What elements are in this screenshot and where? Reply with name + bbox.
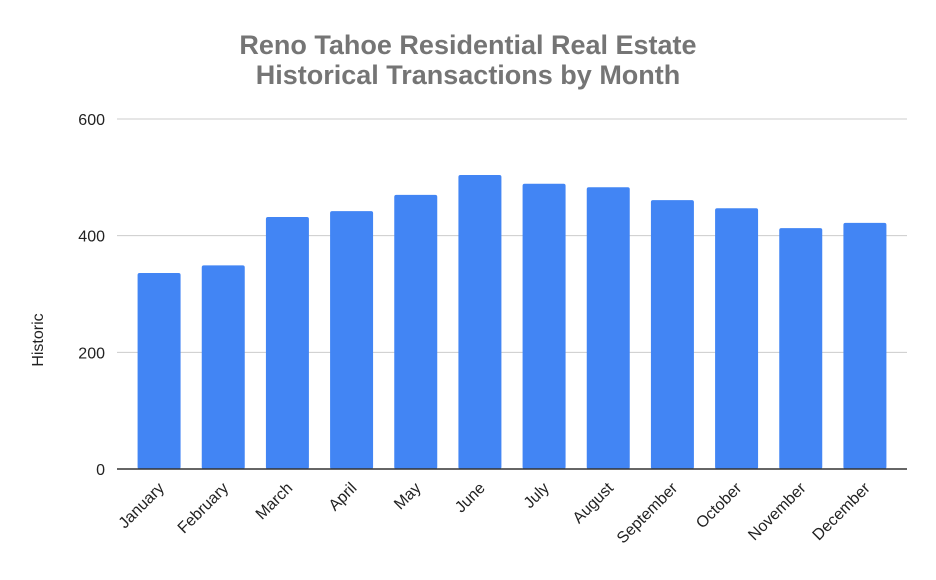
x-tick-label: September [614, 479, 682, 547]
x-tick-label: July [521, 480, 553, 512]
y-tick-label: 400 [78, 229, 105, 246]
x-tick-label: May [391, 480, 424, 513]
bar [779, 228, 823, 469]
chart-title: Historical Transactions by Month [256, 60, 681, 90]
x-tick-label: January [116, 480, 168, 532]
x-tick-label: October [693, 479, 746, 532]
bar [394, 194, 438, 470]
bar [265, 217, 309, 469]
bar [330, 211, 374, 469]
y-tick-label: 200 [78, 345, 105, 362]
x-tick-label: March [253, 480, 296, 523]
x-tick-label: February [175, 480, 232, 537]
x-tick-label: November [745, 479, 810, 544]
bar [201, 265, 245, 469]
bar [458, 175, 502, 469]
bar [715, 208, 759, 469]
y-tick-label: 0 [96, 462, 105, 479]
x-tick-label: August [570, 479, 618, 527]
x-tick-label: December [810, 479, 875, 544]
chart-title: Reno Tahoe Residential Real Estate [239, 30, 696, 60]
y-tick-label: 600 [78, 112, 105, 129]
bar [650, 200, 694, 470]
bar [522, 183, 566, 469]
bar [137, 273, 181, 469]
x-tick-label: April [326, 480, 361, 515]
x-tick-label: June [452, 480, 489, 517]
y-axis-label: Historic [30, 313, 47, 366]
bar [843, 222, 887, 469]
bar [586, 187, 630, 469]
